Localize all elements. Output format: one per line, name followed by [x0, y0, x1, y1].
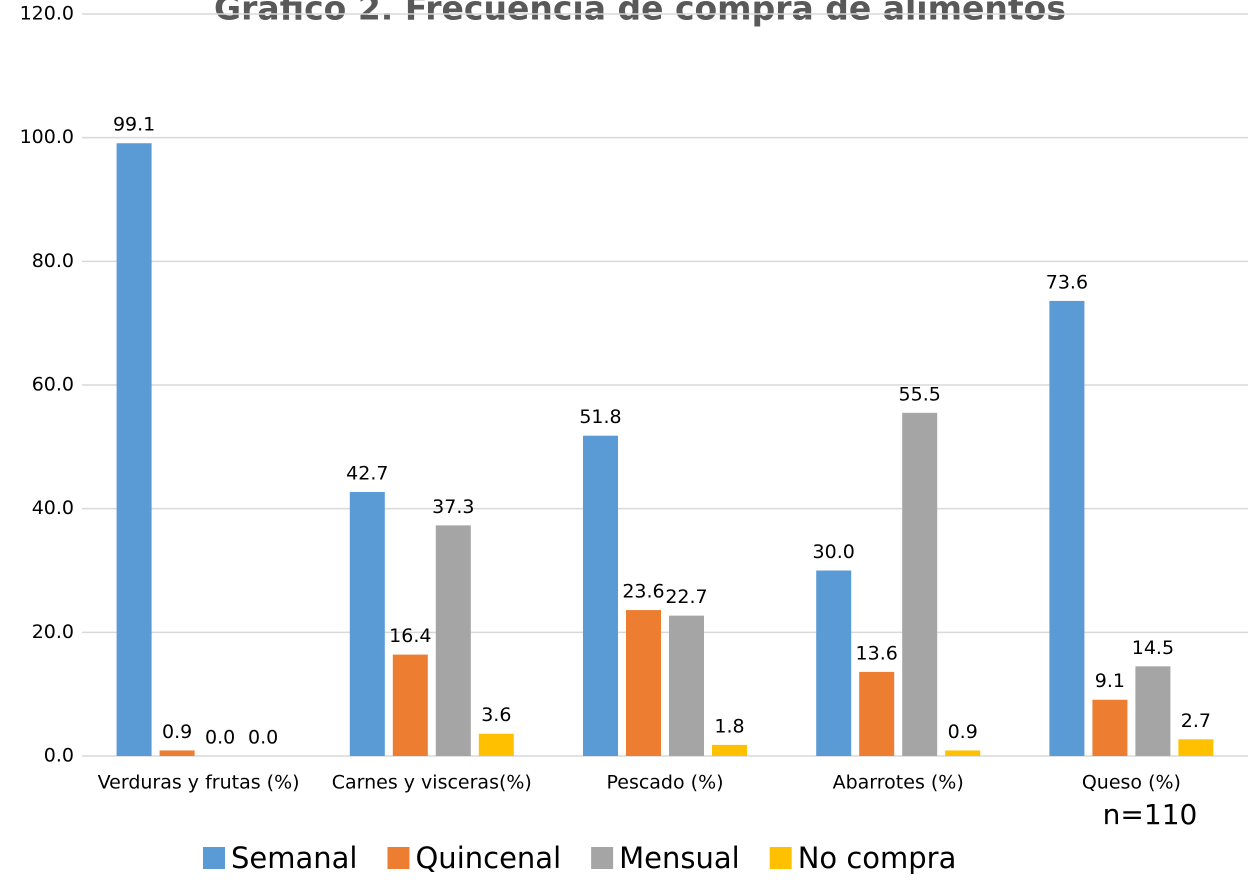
legend-swatch [203, 847, 225, 869]
y-tick-label: 100.0 [20, 126, 74, 148]
data-label: 13.6 [856, 642, 898, 664]
legend-swatch [591, 847, 614, 869]
bar [392, 654, 428, 756]
data-label: 0.9 [162, 721, 192, 743]
bar [816, 570, 852, 756]
data-label: 42.7 [346, 462, 388, 484]
data-label: 37.3 [432, 496, 474, 518]
bar [1049, 300, 1085, 756]
legend-swatch [769, 847, 792, 869]
data-label: 30.0 [813, 541, 855, 563]
bar [859, 671, 895, 756]
x-tick-label: Pescado (%) [606, 772, 723, 794]
x-tick-label: Abarrotes (%) [833, 772, 964, 794]
data-label: 2.7 [1181, 710, 1211, 732]
data-label: 0.9 [948, 721, 978, 743]
bar [435, 525, 471, 756]
data-label: 0.0 [248, 727, 278, 749]
bar [583, 435, 618, 756]
data-label: 9.1 [1095, 670, 1125, 692]
bar [1178, 739, 1214, 756]
legend-swatch [387, 847, 410, 869]
legend-label: Semanal [231, 841, 357, 875]
data-label: 1.8 [714, 715, 744, 737]
data-label: 73.6 [1046, 271, 1088, 293]
data-label: 55.5 [899, 383, 941, 405]
bar [945, 750, 981, 756]
x-tick-label: Carnes y visceras(%) [332, 772, 532, 794]
legend-label: Mensual [619, 841, 740, 875]
y-tick-label: 60.0 [32, 374, 74, 396]
bar [1092, 699, 1128, 756]
bar [116, 143, 152, 756]
bar [712, 744, 747, 756]
y-tick-label: 40.0 [32, 497, 74, 519]
bar [902, 412, 938, 756]
y-tick-label: 0.0 [44, 745, 74, 767]
data-label: 3.6 [481, 704, 511, 726]
data-label: 99.1 [113, 114, 155, 136]
y-tick-label: 20.0 [32, 621, 74, 643]
data-label: 14.5 [1132, 637, 1174, 659]
legend-label: No compra [798, 841, 957, 875]
bar [1135, 666, 1171, 756]
y-tick-label: 120.0 [20, 3, 74, 25]
bar [159, 750, 195, 756]
data-label: 51.8 [579, 406, 621, 428]
bar [669, 615, 704, 756]
bar [478, 733, 514, 756]
x-tick-label: Verduras y frutas (%) [98, 772, 300, 794]
data-label: 22.7 [665, 586, 707, 608]
annotation: n=110 [1103, 798, 1198, 831]
data-label: 0.0 [205, 727, 235, 749]
bar [349, 491, 385, 756]
y-tick-label: 80.0 [32, 250, 74, 272]
x-tick-label: Queso (%) [1082, 772, 1181, 794]
legend-label: Quincenal [415, 841, 561, 875]
bar [626, 610, 661, 756]
data-label: 16.4 [389, 625, 431, 647]
data-label: 23.6 [622, 581, 664, 603]
